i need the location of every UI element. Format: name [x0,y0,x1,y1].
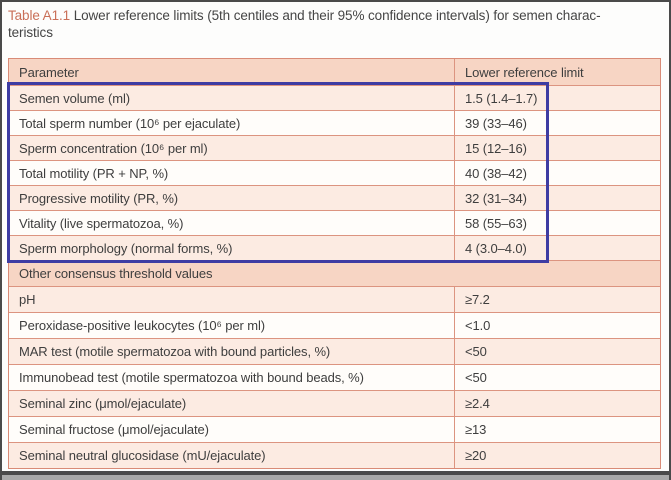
parameter-cell: pH [19,292,36,307]
value-cell: ≥13 [454,417,660,442]
table-row-peroxidase-leukocytes: Peroxidase-positive leukocytes (10⁶ per … [9,312,660,338]
column-header-parameter: Parameter [19,64,79,80]
table-caption-line1: Lower reference limits (5th centiles and… [73,8,601,23]
parameter-cell: Peroxidase-positive leukocytes (10⁶ per … [19,318,265,333]
table-row-total-sperm-number: Total sperm number (10⁶ per ejaculate) 3… [9,110,660,135]
value-cell: 15 (12–16) [454,136,660,160]
table-row-seminal-zinc: Seminal zinc (μmol/ejaculate) ≥2.4 [9,390,660,416]
value-cell: 32 (31–34) [454,186,660,210]
parameter-cell: Seminal neutral glucosidase (mU/ejaculat… [19,448,266,463]
table-row-vitality: Vitality (live spermatozoa, %) 58 (55–63… [9,210,660,235]
table-row-sperm-concentration: Sperm concentration (10⁶ per ml) 15 (12–… [9,135,660,160]
parameter-cell: Vitality (live spermatozoa, %) [19,215,184,231]
table-row-immunobead-test: Immunobead test (motile spermatozoa with… [9,364,660,390]
table-row-seminal-fructose: Seminal fructose (μmol/ejaculate) ≥13 [9,416,660,442]
parameter-cell: Seminal zinc (μmol/ejaculate) [19,396,187,411]
value-cell: 58 (55–63) [454,211,660,235]
value-cell: <1.0 [454,313,660,338]
parameter-cell: Sperm concentration (10⁶ per ml) [19,140,208,156]
section-header-label: Other consensus threshold values [19,266,213,281]
scan-edge-gray [2,475,669,480]
value-cell: ≥2.4 [454,391,660,416]
value-cell: 1.5 (1.4–1.7) [454,86,660,110]
column-header-lower-reference-limit: Lower reference limit [454,59,660,85]
value-cell: ≥7.2 [454,287,660,312]
table-caption-label: Table A1.1 [8,8,71,23]
parameter-cell: MAR test (motile spermatozoa with bound … [19,344,331,359]
table-row-ph: pH ≥7.2 [9,286,660,312]
table-caption-line2: teristics [8,25,53,40]
parameter-cell: Sperm morphology (normal forms, %) [19,240,233,256]
table-caption: Table A1.1 Lower reference limits (5th c… [8,7,663,41]
value-cell: 4 (3.0–4.0) [454,236,660,260]
table-row-total-motility: Total motility (PR + NP, %) 40 (38–42) [9,160,660,185]
table-row-sperm-morphology: Sperm morphology (normal forms, %) 4 (3.… [9,235,660,260]
value-cell: <50 [454,339,660,364]
parameter-cell: Immunobead test (motile spermatozoa with… [19,370,364,385]
parameter-cell: Total motility (PR + NP, %) [19,165,169,181]
table-row-mar-test: MAR test (motile spermatozoa with bound … [9,338,660,364]
parameter-cell: Semen volume (ml) [19,90,130,106]
table-row-semen-volume: Semen volume (ml) 1.5 (1.4–1.7) [9,85,660,110]
parameter-cell: Seminal fructose (μmol/ejaculate) [19,422,209,437]
reference-limits-table: Parameter Lower reference limit Semen vo… [8,58,661,469]
table-header-row: Parameter Lower reference limit [9,59,660,85]
parameter-cell: Progressive motility (PR, %) [19,190,179,206]
section-header-row: Other consensus threshold values [9,260,660,286]
value-cell: <50 [454,365,660,390]
value-cell: ≥20 [454,443,660,468]
value-cell: 39 (33–46) [454,111,660,135]
table-row-progressive-motility: Progressive motility (PR, %) 32 (31–34) [9,185,660,210]
value-cell: 40 (38–42) [454,161,660,185]
scan-edge-dark [2,471,669,475]
table-row-seminal-neutral-glucosidase: Seminal neutral glucosidase (mU/ejaculat… [9,442,660,468]
parameter-cell: Total sperm number (10⁶ per ejaculate) [19,115,241,131]
